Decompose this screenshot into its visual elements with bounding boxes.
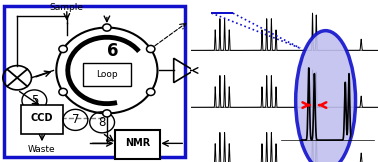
Text: Loop: Loop xyxy=(96,70,118,79)
FancyBboxPatch shape xyxy=(115,130,160,159)
FancyBboxPatch shape xyxy=(4,6,185,157)
Text: 6: 6 xyxy=(107,42,118,60)
FancyBboxPatch shape xyxy=(21,105,63,134)
Circle shape xyxy=(147,46,155,52)
Text: 7: 7 xyxy=(72,113,79,126)
Circle shape xyxy=(103,24,111,31)
Text: Sample: Sample xyxy=(50,3,84,12)
Text: 8: 8 xyxy=(98,116,106,129)
Text: CCD: CCD xyxy=(31,113,53,123)
Text: 5: 5 xyxy=(31,94,38,107)
Text: Waste: Waste xyxy=(28,145,56,154)
Circle shape xyxy=(147,88,155,95)
FancyBboxPatch shape xyxy=(83,63,131,86)
Circle shape xyxy=(296,31,356,162)
Circle shape xyxy=(59,88,67,96)
Circle shape xyxy=(103,110,111,117)
Bar xyxy=(211,12,233,14)
Circle shape xyxy=(59,46,67,52)
Text: NMR: NMR xyxy=(125,138,150,148)
